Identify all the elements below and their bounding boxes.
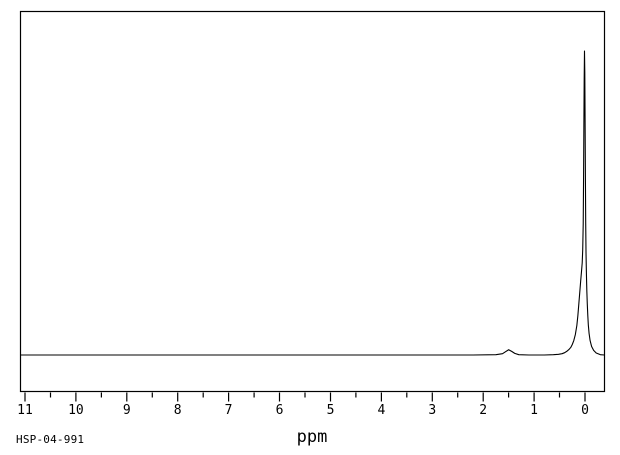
axis-tick-label: 6 xyxy=(275,403,284,418)
axis-tick-label: 4 xyxy=(377,403,386,418)
plot-frame xyxy=(19,10,606,393)
sample-id-label: HSP-04-991 xyxy=(16,433,85,446)
axis-tick-label: 5 xyxy=(326,403,335,418)
axis-tick-label: 9 xyxy=(122,403,131,418)
axis-tick-label: 1 xyxy=(530,403,539,418)
spectrum-trace xyxy=(20,50,605,356)
axis-tick-label: 2 xyxy=(479,403,488,418)
x-axis-title: ppm xyxy=(296,427,328,447)
axis-tick-label: 0 xyxy=(581,403,589,418)
axis-tick-label: 8 xyxy=(173,403,182,418)
axis-tick-label: 11 xyxy=(17,403,33,418)
axis-tick-label: 3 xyxy=(428,403,437,418)
x-axis-ticks xyxy=(24,392,586,402)
axis-tick-label: 10 xyxy=(68,403,84,418)
axis-tick-label: 7 xyxy=(224,403,233,418)
